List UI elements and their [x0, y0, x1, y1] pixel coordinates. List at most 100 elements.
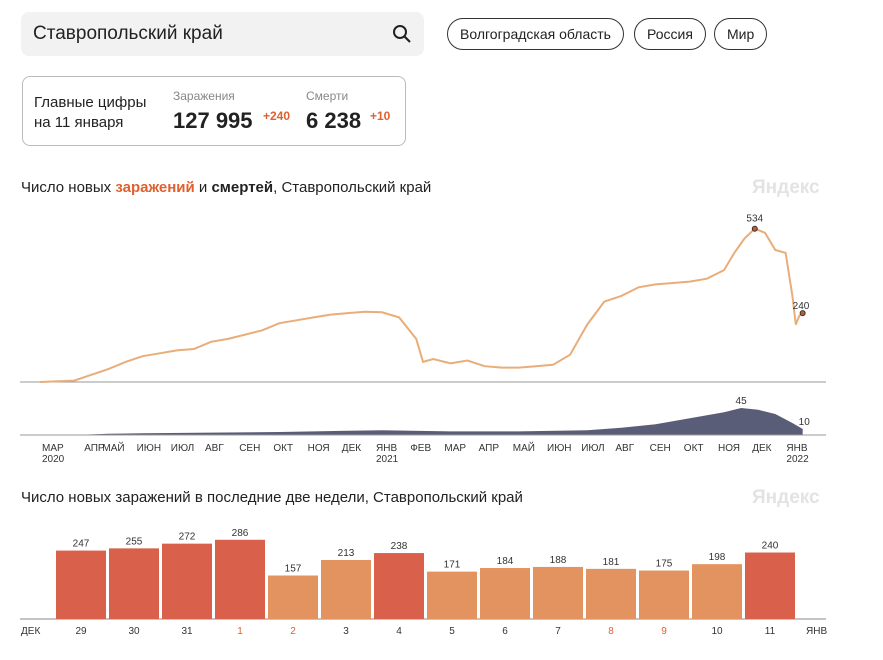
bar: [745, 552, 795, 619]
chip-world[interactable]: Мир: [714, 18, 768, 50]
deaths-label: Смерти: [306, 89, 349, 103]
t3: и: [194, 179, 212, 196]
bar: [533, 566, 583, 619]
bar-value-label: 157: [285, 564, 302, 575]
x-tick-label: НОЯ: [308, 443, 330, 454]
bar-category-label: 2: [290, 626, 296, 637]
x-tick-label: АВГ: [615, 443, 634, 454]
x-tick-label: АПР: [479, 443, 500, 454]
x-tick-label: ФЕВ: [410, 443, 431, 454]
bar-value-label: 238: [391, 541, 408, 552]
bar-category-label: 31: [181, 626, 193, 637]
search-value: Ставропольский край: [33, 23, 223, 44]
bar-category-label: 4: [396, 626, 402, 637]
bar-category-label: 5: [449, 626, 455, 637]
x-tick-label: ДЕК: [752, 443, 771, 454]
x-tick-label: АВГ: [205, 443, 224, 454]
bar-start-month: ДЕК: [21, 626, 40, 637]
x-tick-label: ЯНВ: [376, 443, 397, 454]
bar-value-label: 272: [179, 532, 196, 543]
t4: смертей: [211, 179, 274, 196]
stats-date: на 11 января: [34, 114, 124, 131]
bar: [692, 564, 742, 619]
bar: [480, 568, 530, 619]
bar-value-label: 198: [709, 552, 726, 563]
bar-category-label: 7: [555, 626, 561, 637]
infections-delta: +240: [263, 109, 291, 123]
t1: Число новых: [21, 179, 116, 196]
bar: [56, 550, 106, 619]
main-stats-card: Главные цифры на 11 января Заражения 127…: [22, 76, 406, 146]
bar-category-label: 1: [237, 626, 243, 637]
bar-value-label: 175: [656, 559, 673, 570]
bar: [215, 539, 265, 619]
x-tick-label: СЕН: [239, 443, 260, 454]
yandex-logo: Яндекс: [752, 177, 820, 198]
bar-category-label: 9: [661, 626, 667, 637]
x-tick-label: ОКТ: [684, 443, 704, 454]
bar-value-label: 255: [126, 536, 143, 547]
bar-category-label: 8: [608, 626, 614, 637]
infections-total: 127 995: [173, 108, 253, 133]
yandex-logo: Яндекс: [752, 487, 820, 508]
last-marker: [799, 310, 806, 317]
bar: [162, 543, 212, 619]
search-icon[interactable]: [392, 24, 412, 44]
bar-category-label: 11: [765, 626, 776, 637]
x-tick-label: ОКТ: [273, 443, 293, 454]
bar-value-label: 247: [73, 539, 90, 550]
x-tick-label: ИЮН: [547, 443, 572, 454]
x-tick-label: АПР: [84, 443, 105, 454]
x-tick-year: 2020: [42, 454, 65, 465]
bar-value-label: 286: [232, 528, 249, 539]
x-tick-label: СЕН: [650, 443, 671, 454]
annotation-deaths-peak: 45: [736, 396, 748, 407]
deaths-delta: +10: [370, 109, 391, 123]
x-tick-label: МАЙ: [102, 441, 124, 454]
bar-value-label: 240: [762, 541, 779, 552]
infections-label: Заражения: [173, 89, 235, 103]
x-tick-label: ИЮЛ: [171, 443, 194, 454]
annotation-deaths-last: 10: [799, 417, 811, 428]
bar-category-label: 29: [75, 626, 87, 637]
bar-value-label: 213: [338, 548, 355, 559]
annotation-last: 240: [793, 301, 810, 312]
bar-value-label: 171: [444, 560, 461, 571]
x-tick-label: МАР: [42, 443, 64, 454]
bar: [321, 559, 371, 619]
bar-value-label: 184: [497, 556, 514, 567]
chip-volgograd[interactable]: Волгоградская область: [447, 18, 624, 50]
chart1-title: Число новых заражений и смертей, Ставроп…: [21, 179, 431, 196]
chip-russia[interactable]: Россия: [634, 18, 706, 50]
x-tick-label: ДЕК: [342, 443, 361, 454]
bar-category-label: 3: [343, 626, 349, 637]
bar: [586, 568, 636, 619]
region-search-input[interactable]: Ставропольский край: [21, 12, 424, 56]
bar-category-label: 6: [502, 626, 508, 637]
deaths-total: 6 238: [306, 108, 362, 133]
t5: , Ставропольский край: [273, 179, 432, 196]
bar: [427, 571, 477, 619]
bar-category-label: 30: [128, 626, 140, 637]
x-tick-label: ЯНВ: [786, 443, 807, 454]
chart2-title: Число новых заражений в последние две не…: [21, 489, 523, 506]
x-tick-year: 2022: [786, 454, 809, 465]
x-tick-label: ИЮЛ: [581, 443, 604, 454]
peak-marker: [751, 225, 758, 232]
bar-value-label: 188: [550, 555, 567, 566]
annotation-peak: 534: [746, 214, 763, 225]
infections-line: [39, 227, 804, 383]
x-tick-label: НОЯ: [718, 443, 740, 454]
bar: [639, 570, 689, 619]
t2: заражений: [115, 179, 195, 196]
x-tick-label: ИЮН: [137, 443, 162, 454]
bar-category-label: 10: [711, 626, 723, 637]
x-tick-label: МАЙ: [513, 441, 535, 454]
bar-value-label: 181: [603, 557, 620, 568]
bar: [268, 575, 318, 619]
deaths-area: [40, 408, 803, 435]
bar-end-month: ЯНВ: [806, 626, 827, 637]
bar: [109, 548, 159, 619]
x-tick-label: МАР: [444, 443, 466, 454]
